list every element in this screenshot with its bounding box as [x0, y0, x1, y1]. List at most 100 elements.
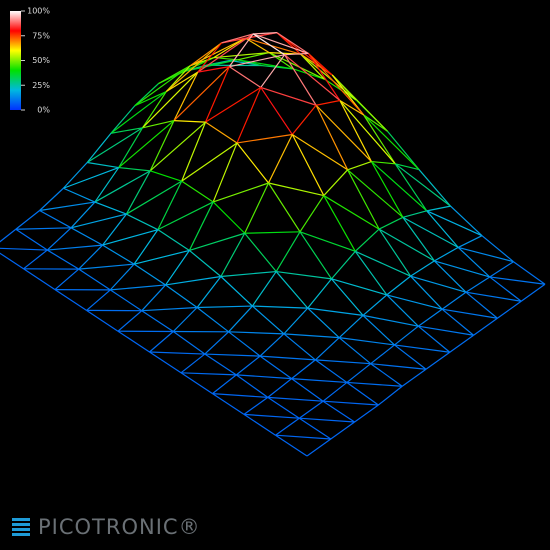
mesh-edge [267, 378, 292, 398]
mesh-edge [141, 91, 167, 129]
mesh-edge [149, 331, 174, 353]
mesh-edge [441, 308, 474, 336]
mesh-edge [253, 32, 277, 35]
mesh-edge [489, 276, 546, 285]
mesh-edge [291, 378, 324, 402]
mesh-edge [465, 291, 498, 319]
mesh-edge [268, 182, 324, 197]
mesh-edge [465, 276, 491, 293]
mesh-edge [196, 276, 222, 308]
mesh-edge [46, 249, 80, 270]
mesh-edge [237, 52, 270, 61]
mesh-edge [339, 100, 396, 165]
mesh-edge [180, 353, 206, 374]
mesh-edge [86, 127, 143, 164]
mesh-edge [70, 227, 103, 246]
mesh-edge [260, 54, 286, 88]
mesh-edge [323, 400, 379, 406]
mesh-edge [363, 114, 388, 132]
mesh-edge [23, 249, 48, 270]
mesh-edge [307, 307, 340, 339]
mesh-edge [291, 104, 317, 135]
mesh-edge [267, 134, 293, 184]
mesh-edge [243, 396, 269, 415]
mesh-edge [331, 74, 388, 132]
mesh-edge [149, 351, 205, 355]
mesh-edge [118, 166, 151, 172]
mesh-edge [267, 396, 300, 419]
mesh-edge [387, 130, 420, 170]
mesh-edge [363, 114, 420, 170]
mesh-edge [141, 306, 198, 312]
mesh-edge [315, 104, 349, 171]
mesh-edge [417, 325, 451, 353]
mesh-edge [134, 83, 160, 107]
mesh-edge [118, 127, 144, 168]
mesh-edge [307, 53, 341, 101]
mesh-edge [426, 210, 459, 248]
mesh-edge [284, 54, 317, 106]
mesh-edge [481, 235, 514, 263]
mesh-edge [275, 434, 331, 440]
mesh-edge [172, 331, 206, 355]
mesh-edge [94, 170, 151, 203]
mesh-edge [126, 180, 183, 215]
mesh-edge [307, 53, 365, 116]
mesh-edge [78, 263, 135, 270]
mesh-edge [386, 275, 411, 296]
mesh-edge [212, 393, 245, 415]
mesh-edge [197, 305, 253, 309]
mesh-edge [70, 213, 127, 229]
mesh-edge [283, 333, 316, 361]
mesh-edge [339, 100, 372, 162]
mesh-edge [441, 291, 467, 310]
mesh-edge [236, 142, 269, 184]
mesh-edge [149, 351, 182, 374]
mesh-edge [221, 32, 278, 44]
mesh-edge [315, 99, 341, 106]
mesh-edge [244, 232, 277, 272]
mesh-edge [306, 438, 332, 457]
mesh-edge [378, 228, 435, 262]
mesh-edge [181, 121, 207, 182]
mesh-edge [331, 250, 356, 280]
mesh-edge [196, 307, 229, 333]
mesh-edge [330, 421, 355, 440]
mesh-edge [418, 325, 474, 336]
mesh-edge [291, 359, 316, 380]
mesh-edge [410, 275, 443, 310]
mesh-edge [141, 310, 174, 333]
mesh-edge [450, 205, 483, 237]
mesh-edge [300, 53, 325, 80]
mesh-edge [39, 187, 64, 211]
mesh-edge [433, 260, 467, 293]
mesh-edge [54, 289, 87, 311]
mesh-edge [314, 337, 340, 361]
mesh-edge [237, 59, 294, 70]
mesh-edge [426, 205, 451, 212]
mesh-edge [15, 228, 48, 251]
mesh-edge [213, 52, 270, 59]
mesh-edge [322, 400, 355, 423]
mesh-edge [117, 310, 143, 332]
mesh-edge [370, 344, 395, 365]
mesh-edge [410, 260, 435, 277]
mesh-edge [197, 66, 230, 73]
mesh-edge [275, 417, 300, 436]
mesh-edge [259, 355, 292, 380]
mesh-edge [236, 87, 262, 144]
mesh-edge [457, 246, 491, 278]
mesh-edge [188, 201, 214, 251]
mesh-edge [87, 161, 119, 169]
colorbar-tick-label: 0% [37, 106, 50, 115]
mesh-edge [284, 52, 309, 56]
mesh-edge [520, 283, 546, 302]
mesh-edge [378, 385, 403, 406]
mesh-edge [220, 276, 253, 307]
mesh-edge [473, 317, 498, 336]
mesh-edge [307, 307, 364, 316]
mesh-edge [315, 104, 372, 162]
mesh-edge [134, 91, 167, 107]
mesh-edge [322, 381, 348, 402]
mesh-edge [370, 161, 404, 218]
